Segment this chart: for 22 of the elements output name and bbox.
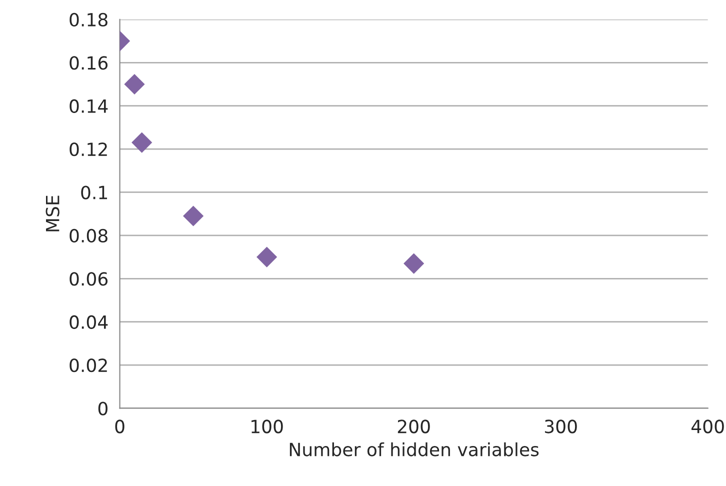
y-tick-label: 0.18	[70, 12, 108, 27]
x-tick-label: 0	[115, 420, 124, 434]
x-tick-label: 100	[252, 420, 283, 434]
x-axis-title: Number of hidden variables	[290, 442, 539, 456]
point	[404, 253, 424, 274]
y-tick-label: 0.02	[70, 358, 107, 372]
y-axis-title: MSE	[46, 196, 60, 232]
y-tick-label: 0.06	[70, 272, 108, 286]
y-tick-label: 0.04	[70, 315, 108, 329]
y-tick-label: 0.08	[70, 228, 108, 243]
y-tick-label: 0.16	[70, 56, 108, 70]
point	[124, 74, 145, 95]
y-tick-label: 0.14	[70, 99, 108, 113]
x-tick-label: 200	[398, 420, 430, 434]
y-tick-label: 0.12	[70, 142, 107, 156]
point	[182, 206, 204, 226]
y-tick-label: 0.1	[81, 186, 108, 200]
x-tick-label: 400	[692, 420, 724, 434]
y-tick-label: 0	[98, 402, 108, 416]
point	[256, 246, 278, 268]
point	[132, 132, 152, 153]
x-tick-label: 300	[544, 420, 577, 434]
